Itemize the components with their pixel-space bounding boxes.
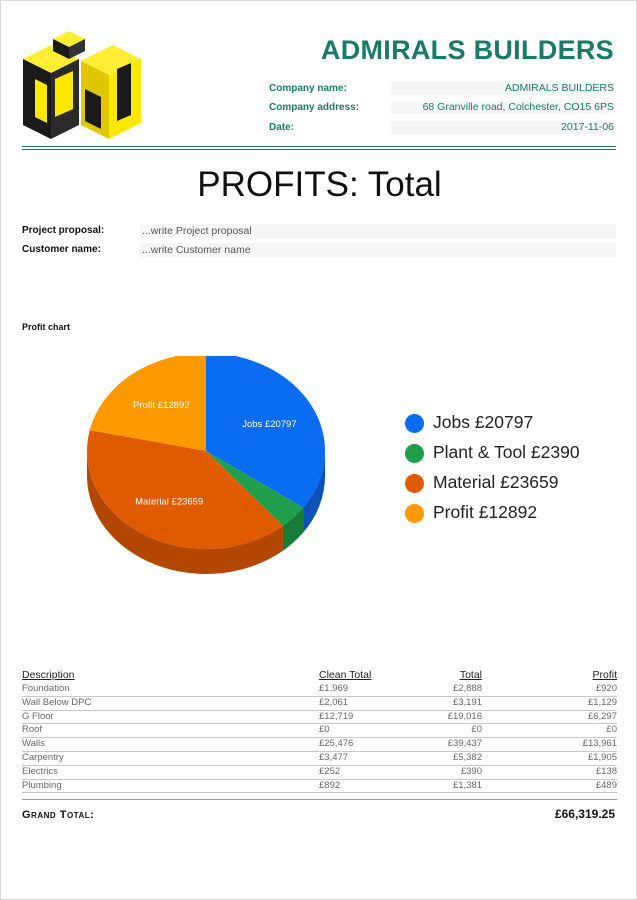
row-clean-total: £2,061 [319,696,349,708]
row-profit: £0 [606,724,617,736]
row-total: £19,016 [447,710,482,722]
row-description: Walls [22,738,45,750]
date-field[interactable]: 2017-11-06 [391,121,615,134]
pie-slice-side [87,451,283,574]
row-profit: £1,129 [587,696,617,708]
table-row: Roof £0 £0 £0 [22,724,617,739]
table-row: Walls £25,476 £39,437 £13,961 [22,738,617,752]
grand-total-divider [22,799,617,800]
header-total: Total [459,669,482,681]
date-label: Date: [269,122,295,133]
company-logo [23,31,141,139]
legend-label: Plant & Tool £2390 [433,442,580,462]
legend-label: Material £23659 [433,472,559,492]
project-proposal-field[interactable]: ...write Project proposal [140,224,616,238]
row-description: G Floor [22,710,54,722]
row-clean-total: £892 [319,779,341,791]
row-total: £3,191 [452,696,482,708]
pie-slice [87,430,283,549]
row-clean-total: £25,476 [319,738,354,750]
row-total: £39,437 [447,738,482,750]
row-description: Roof [22,724,43,736]
legend-label: Profit £12892 [433,502,538,522]
pie-slice-side [303,451,325,533]
legend-swatch [405,444,424,463]
company-name-label: Company name: [269,83,347,94]
customer-name-row: Customer name: ...write Customer name [22,243,616,258]
customer-name-label: Customer name: [22,244,101,255]
row-profit: £920 [595,683,617,694]
pie-slice [206,356,325,508]
grand-total-label: Grand Total: [22,809,95,821]
row-description: Foundation [22,683,70,694]
row-description: Plumbing [22,779,62,791]
row-total: £1,381 [452,779,482,791]
header-divider-top [22,146,616,147]
grand-total-value: £66,319.25 [554,807,615,821]
row-total: £2,888 [452,683,482,694]
row-clean-total: £252 [319,765,341,777]
row-profit: £138 [595,765,617,777]
legend-swatch [405,504,424,523]
profit-pie-chart: Jobs £20797 Material £23659 Profit £12892 [87,356,325,574]
project-proposal-row: Project proposal: ...write Project propo… [22,224,616,239]
table-row: Foundation £1,969 £2,888 £920 [22,683,617,697]
row-profit: £6,297 [587,710,617,722]
row-clean-total: £12,719 [319,710,354,722]
row-profit: £13,961 [582,738,617,750]
row-profit: £1,905 [587,751,617,763]
company-title: ADMIRALS BUILDERS [320,35,614,65]
table-header: Description Clean Total Total Profit [22,669,617,683]
row-clean-total: £1,969 [319,683,349,694]
row-total: £5,382 [452,751,482,763]
chart-label: Profit chart [22,322,71,332]
legend-label: Jobs £20797 [433,412,534,432]
pie-slice-side [282,507,304,551]
legend-swatch [405,414,424,433]
row-total: £390 [460,765,482,777]
pie-slice [206,451,304,526]
row-description: Carpentry [22,751,64,763]
header-divider-bottom [22,149,616,150]
profit-table: Description Clean Total Total Profit Fou… [22,669,617,794]
row-profit: £489 [595,779,617,791]
page-title: PROFITS: Total [197,165,442,204]
row-description: Electrics [22,765,58,777]
customer-name-field[interactable]: ...write Customer name [140,243,616,257]
company-address-label: Company address: [269,102,360,113]
table-row: Carpentry £3,477 £5,382 £1,905 [22,752,617,766]
header-clean-total: Clean Total [319,669,372,681]
row-clean-total: £3,477 [319,751,349,763]
header-description: Description [22,669,75,681]
row-clean-total: £0 [319,724,330,736]
pie-slice-label: Jobs £20797 [242,419,296,430]
table-row: Electrics £252 £390 £138 [22,766,617,780]
pie-slice-label: Profit £12892 [133,400,190,411]
date-row: Date: 2017-11-06 [269,121,615,136]
pie-slice [89,356,206,451]
row-total: £0 [471,724,482,736]
row-description: Wall Below DPC [22,696,92,708]
pie-slice-label: Material £23659 [135,496,203,507]
header-profit: Profit [592,669,617,681]
table-row: Plumbing £892 £1,381 £489 [22,780,617,794]
company-address-field[interactable]: 68 Granville road, Colchester, CO15 6PS [391,101,615,114]
table-row: G Floor £12,719 £19,016 £6,297 [22,711,617,725]
company-name-field[interactable]: ADMIRALS BUILDERS [391,82,615,95]
company-name-row: Company name: ADMIRALS BUILDERS [269,82,615,97]
company-address-row: Company address: 68 Granville road, Colc… [269,101,615,116]
legend-swatch [405,474,424,493]
project-proposal-label: Project proposal: [22,225,105,236]
table-row: Wall Below DPC £2,061 £3,191 £1,129 [22,697,617,711]
